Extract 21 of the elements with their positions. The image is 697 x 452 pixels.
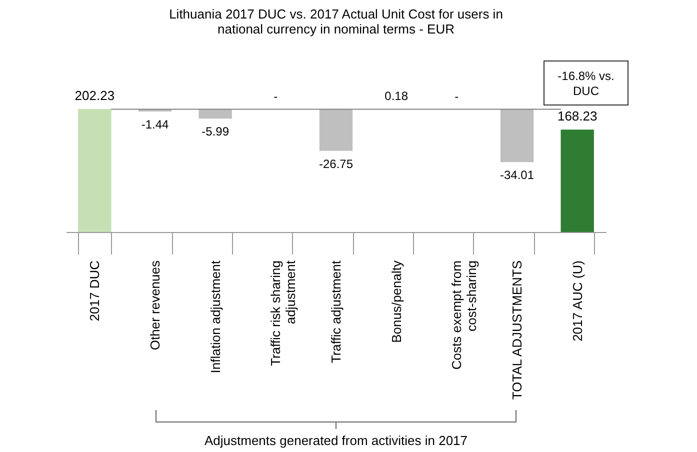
data-label: 202.23 bbox=[74, 88, 115, 103]
text: -16.8% vs. DUC bbox=[558, 69, 614, 98]
x-tick-label: Inflation adjustment bbox=[208, 260, 223, 374]
text: - bbox=[454, 89, 459, 104]
x-tick-label: 2017 AUC (U) bbox=[570, 260, 585, 342]
chart-title: Lithuania 2017 DUC vs. 2017 Actual Unit Cost for users in national currency in nominal terms - EUR bbox=[169, 6, 503, 36]
data-label: -34.01 bbox=[500, 168, 534, 182]
data-label: -5.99 bbox=[202, 124, 230, 139]
x-tick-label: 2017 DUC bbox=[87, 260, 102, 322]
x-tick-label: Bonus/penalty bbox=[388, 260, 404, 343]
x-tick-label: Costs exempt from cost-sharing bbox=[449, 260, 480, 370]
text: - bbox=[274, 89, 278, 104]
data-label: -1.44 bbox=[141, 118, 169, 132]
data-label: 168.23 bbox=[557, 108, 598, 124]
text: Adjustments generated from activities in 2017 bbox=[204, 433, 468, 448]
x-tick-label: TOTAL ADJUSTMENTS bbox=[510, 260, 525, 400]
x-tick-label: Traffic risk sharing adjustment bbox=[268, 260, 298, 366]
data-label: 0.18 bbox=[384, 89, 408, 103]
data-label: -26.75 bbox=[318, 156, 354, 171]
x-tick-label: Traffic adjustment bbox=[328, 260, 344, 364]
x-tick-label: Other revenues bbox=[147, 260, 162, 350]
